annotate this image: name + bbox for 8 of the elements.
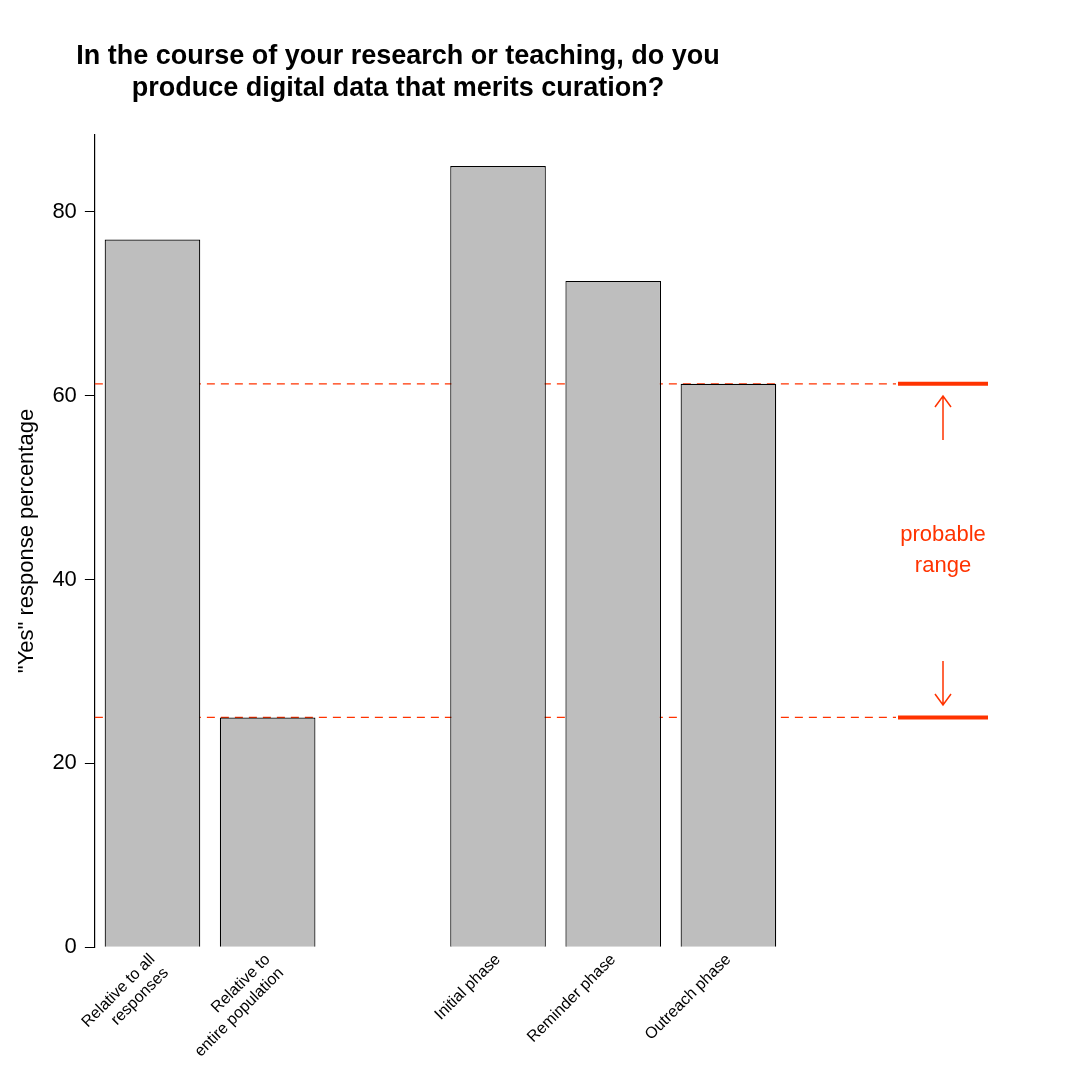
y-tick-label: 40 [52, 565, 77, 591]
y-tick-label: 0 [64, 933, 77, 959]
y-axis-title: "Yes" response percentage [13, 408, 39, 674]
chart-title: In the course of your research or teaching, do you produce digital data that merits curation? [76, 39, 720, 103]
y-tick-label: 20 [52, 749, 77, 775]
y-tick-label: 80 [52, 198, 77, 224]
y-tick-label: 60 [52, 381, 77, 407]
text: probable range [900, 521, 986, 578]
